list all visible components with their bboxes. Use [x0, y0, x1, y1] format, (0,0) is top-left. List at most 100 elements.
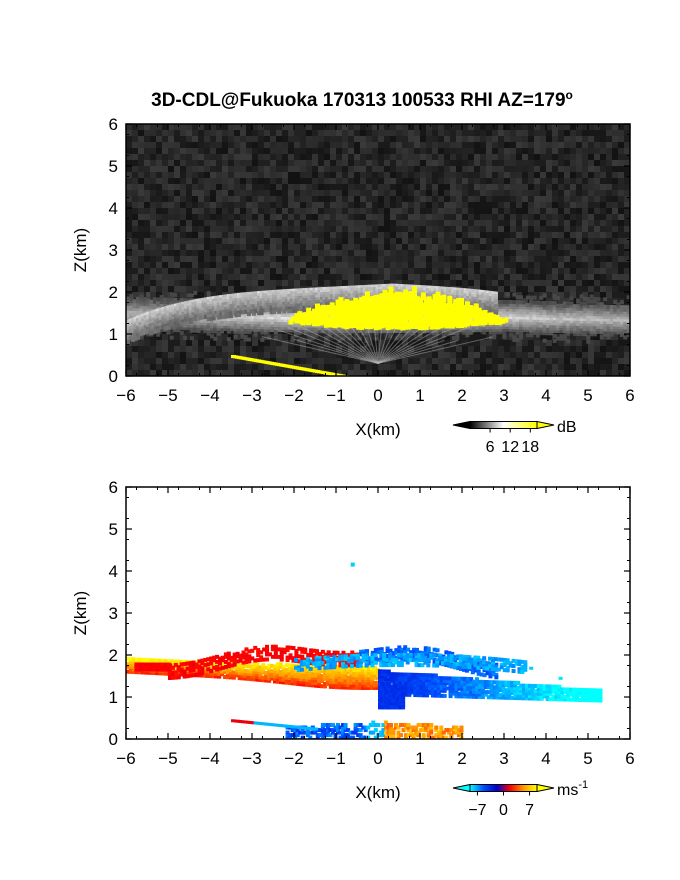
reflectivity-noise-cell — [144, 250, 150, 256]
reflectivity-layer-cell — [277, 320, 282, 325]
reflectivity-layer-cell — [273, 330, 278, 335]
reflectivity-noise-cell — [468, 154, 474, 160]
reflectivity-noise-cell — [192, 370, 198, 376]
reflectivity-noise-cell — [318, 202, 324, 208]
reflectivity-noise-cell — [168, 184, 174, 190]
reflectivity-noise-cell — [486, 136, 492, 142]
reflectivity-noise-cell — [618, 154, 624, 160]
reflectivity-noise-cell — [162, 214, 168, 220]
reflectivity-noise-cell — [582, 364, 588, 370]
reflectivity-noise-cell — [354, 154, 360, 160]
reflectivity-noise-cell — [612, 286, 618, 292]
reflectivity-noise-cell — [252, 178, 258, 184]
reflectivity-noise-cell — [420, 172, 426, 178]
reflectivity-noise-cell — [324, 274, 330, 280]
reflectivity-noise-cell — [240, 364, 246, 370]
reflectivity-layer-cell — [193, 290, 198, 295]
reflectivity-layer-cell — [334, 333, 339, 338]
reflectivity-noise-cell — [564, 172, 570, 178]
reflectivity-noise-cell — [624, 280, 630, 286]
reflectivity-noise-cell — [246, 346, 252, 352]
reflectivity-noise-cell — [552, 166, 558, 172]
reflectivity-noise-cell — [384, 352, 390, 358]
reflectivity-noise-cell — [366, 340, 372, 346]
reflectivity-noise-cell — [384, 124, 390, 130]
reflectivity-noise-cell — [564, 142, 570, 148]
reflectivity-noise-cell — [516, 244, 522, 250]
reflectivity-noise-cell — [462, 172, 468, 178]
reflectivity-noise-cell — [186, 268, 192, 274]
reflectivity-noise-cell — [594, 262, 600, 268]
reflectivity-noise-cell — [150, 154, 156, 160]
reflectivity-noise-cell — [426, 208, 432, 214]
reflectivity-noise-cell — [384, 196, 390, 202]
reflectivity-noise-cell — [618, 148, 624, 154]
reflectivity-noise-cell — [126, 226, 132, 232]
reflectivity-noise-cell — [546, 232, 552, 238]
reflectivity-noise-cell — [516, 142, 522, 148]
reflectivity-noise-cell — [420, 352, 426, 358]
reflectivity-noise-cell — [624, 256, 630, 262]
reflectivity-noise-cell — [240, 232, 246, 238]
reflectivity-noise-cell — [570, 346, 576, 352]
reflectivity-noise-cell — [282, 274, 288, 280]
reflectivity-layer-cell — [129, 299, 134, 304]
reflectivity-noise-cell — [150, 166, 156, 172]
reflectivity-noise-cell — [306, 172, 312, 178]
reflectivity-noise-cell — [366, 190, 372, 196]
reflectivity-noise-cell — [156, 256, 162, 262]
reflectivity-noise-cell — [150, 172, 156, 178]
reflectivity-noise-cell — [276, 268, 282, 274]
reflectivity-noise-cell — [234, 124, 240, 130]
reflectivity-noise-cell — [174, 268, 180, 274]
reflectivity-layer-cell — [263, 325, 268, 330]
reflectivity-noise-cell — [162, 178, 168, 184]
reflectivity-layer-cell — [280, 318, 285, 323]
reflectivity-layer-cell — [240, 332, 245, 337]
reflectivity-noise-cell — [246, 286, 252, 292]
reflectivity-noise-cell — [528, 262, 534, 268]
reflectivity-noise-cell — [156, 214, 162, 220]
reflectivity-noise-cell — [270, 358, 276, 364]
reflectivity-layer-cell — [310, 333, 315, 338]
reflectivity-noise-cell — [222, 250, 228, 256]
reflectivity-noise-cell — [528, 346, 534, 352]
reflectivity-noise-cell — [582, 292, 588, 298]
reflectivity-noise-cell — [432, 256, 438, 262]
reflectivity-noise-cell — [462, 268, 468, 274]
reflectivity-noise-cell — [144, 178, 150, 184]
reflectivity-noise-cell — [162, 226, 168, 232]
reflectivity-noise-cell — [288, 262, 294, 268]
reflectivity-noise-cell — [510, 244, 516, 250]
reflectivity-noise-cell — [342, 190, 348, 196]
reflectivity-noise-cell — [342, 172, 348, 178]
reflectivity-noise-cell — [600, 238, 606, 244]
reflectivity-noise-cell — [234, 172, 240, 178]
reflectivity-noise-cell — [300, 244, 306, 250]
reflectivity-noise-cell — [486, 124, 492, 130]
reflectivity-noise-cell — [132, 160, 138, 166]
reflectivity-noise-cell — [312, 196, 318, 202]
reflectivity-noise-cell — [162, 334, 168, 340]
reflectivity-noise-cell — [606, 364, 612, 370]
reflectivity-noise-cell — [378, 142, 384, 148]
reflectivity-noise-cell — [408, 256, 414, 262]
reflectivity-noise-cell — [450, 352, 456, 358]
reflectivity-noise-cell — [492, 178, 498, 184]
reflectivity-noise-cell — [540, 346, 546, 352]
reflectivity-noise-cell — [228, 370, 234, 376]
reflectivity-layer-cell — [142, 309, 147, 314]
reflectivity-noise-cell — [294, 346, 300, 352]
reflectivity-noise-cell — [438, 136, 444, 142]
reflectivity-layer-cell — [236, 322, 241, 327]
reflectivity-noise-cell — [228, 334, 234, 340]
reflectivity-noise-cell — [426, 250, 432, 256]
reflectivity-noise-cell — [228, 364, 234, 370]
reflectivity-noise-cell — [552, 154, 558, 160]
reflectivity-noise-cell — [570, 352, 576, 358]
reflectivity-noise-cell — [372, 124, 378, 130]
reflectivity-noise-cell — [168, 286, 174, 292]
reflectivity-noise-cell — [246, 184, 252, 190]
reflectivity-noise-cell — [366, 124, 372, 130]
reflectivity-noise-cell — [138, 232, 144, 238]
